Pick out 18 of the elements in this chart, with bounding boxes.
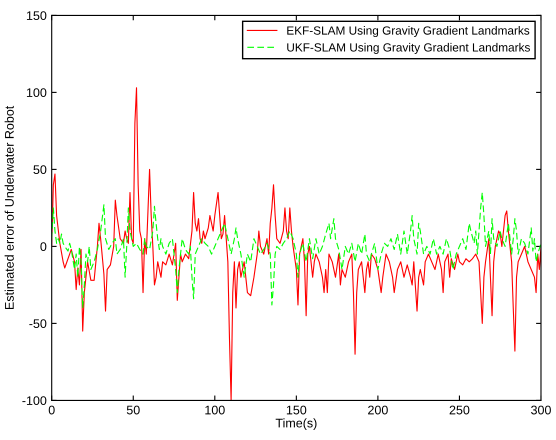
y-tick-label: 100 bbox=[26, 88, 46, 98]
legend-label: EKF-SLAM Using Gravity Gradient Landmarks bbox=[287, 26, 530, 38]
y-tick-label: -50 bbox=[29, 319, 46, 328]
x-tick-label: 100 bbox=[205, 406, 225, 414]
y-tick-label: 50 bbox=[33, 165, 46, 174]
x-tick-label: 300 bbox=[531, 406, 551, 414]
x-tick-label: 0 bbox=[48, 406, 55, 414]
y-axis-title: Estimated error of Underwater Robot bbox=[4, 106, 14, 309]
x-tick-label: 200 bbox=[368, 406, 388, 414]
x-axis-title: Time(s) bbox=[276, 418, 317, 430]
legend-label: UKF-SLAM Using Gravity Gradient Landmarks bbox=[287, 42, 530, 54]
y-tick-label: -100 bbox=[22, 396, 46, 406]
y-tick-label: 150 bbox=[26, 11, 46, 20]
y-tick-label: 0 bbox=[40, 242, 46, 252]
line-series bbox=[52, 192, 541, 309]
x-tick-label: 50 bbox=[126, 406, 140, 414]
x-tick-label: 150 bbox=[286, 406, 306, 414]
x-tick-label: 250 bbox=[450, 406, 470, 414]
